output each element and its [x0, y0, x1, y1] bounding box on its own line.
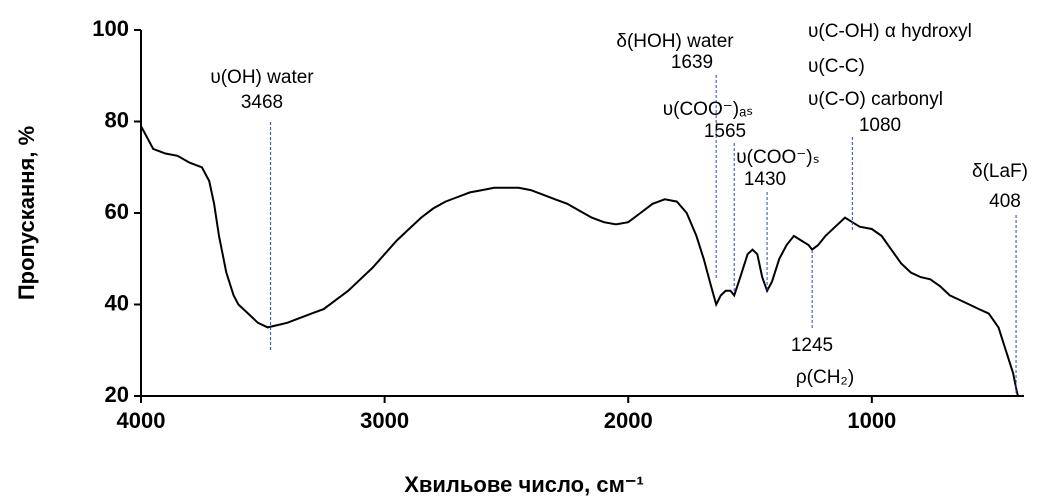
annotation-label: δ(LaF) — [972, 161, 1028, 182]
x-axis-label: Хвильове число, см⁻¹ — [404, 472, 644, 497]
annotation-label: υ(C-C) — [808, 56, 865, 77]
y-tick-label: 60 — [105, 199, 129, 224]
x-tick-label: 4000 — [117, 408, 166, 433]
annotation-wavenumber: 1430 — [744, 169, 786, 190]
annotation-label: υ(COO⁻)ₐₛ — [663, 99, 754, 120]
x-tick-label: 3000 — [360, 408, 409, 433]
annotation-label: υ(COO⁻)ₛ — [736, 147, 819, 168]
x-tick-label: 1000 — [847, 408, 896, 433]
annotation-label: υ(OH) water — [210, 67, 314, 88]
spectrum-line — [140, 125, 1019, 397]
annotation-label: υ(C-O) carbonyl — [808, 89, 943, 110]
y-tick-label: 20 — [105, 382, 129, 407]
annotation-wavenumber: 1565 — [704, 121, 746, 142]
x-tick-label: 2000 — [604, 408, 653, 433]
y-tick-label: 40 — [105, 290, 129, 315]
y-tick-label: 80 — [105, 107, 129, 132]
y-axis-label: Пропускання, % — [14, 126, 39, 300]
annotation-wavenumber: 1245 — [791, 335, 833, 356]
y-tick-label: 100 — [92, 16, 129, 41]
annotation-label: δ(HOH) water — [616, 31, 734, 52]
annotation-label: υ(C-OH) α hydroxyl — [808, 21, 972, 42]
annotation-wavenumber: 408 — [989, 191, 1021, 212]
annotation-wavenumber: 3468 — [241, 92, 283, 113]
annotation-wavenumber: 1080 — [859, 115, 901, 136]
annotation-label: ρ(CH₂) — [796, 367, 854, 388]
annotation-wavenumber: 1639 — [671, 52, 713, 73]
